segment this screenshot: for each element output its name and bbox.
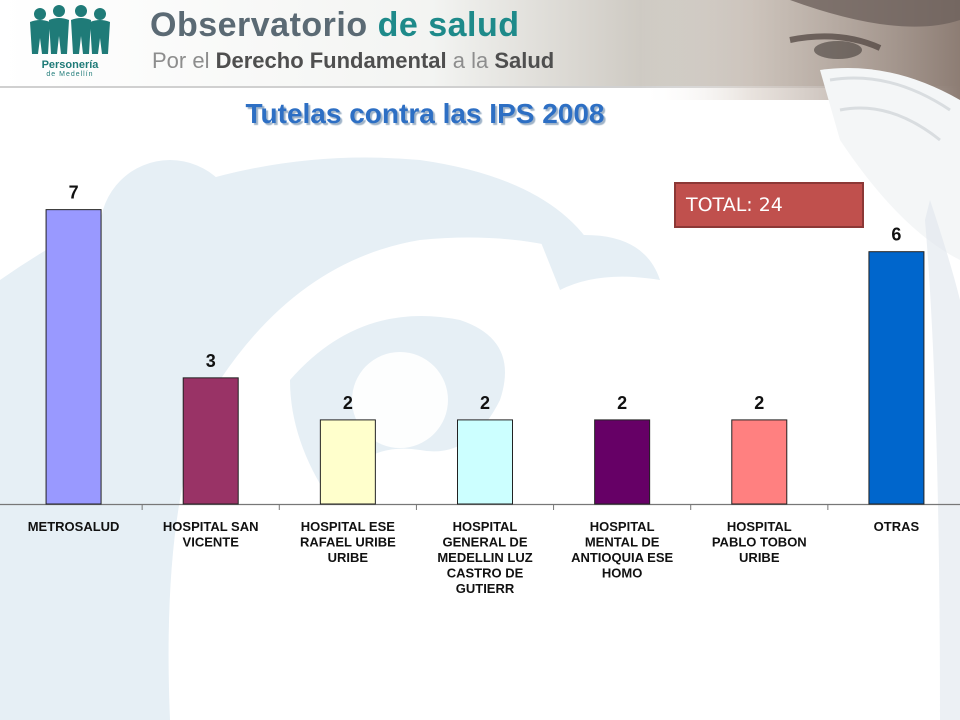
brand-title-accent: de salud <box>377 6 520 44</box>
category-label-1: HOSPITAL SAN VICENTE <box>163 519 259 550</box>
category-label-6: OTRAS <box>874 519 920 534</box>
bar-4 <box>594 419 651 505</box>
value-label-3: 2 <box>480 393 490 413</box>
category-label-3: HOSPITAL GENERAL DE MEDELLIN LUZ CASTRO DE G… <box>437 519 532 596</box>
brand-sub-part3: a la <box>452 48 495 73</box>
logo-text: Personería de Medellín <box>22 59 118 79</box>
value-label-6: 6 <box>891 225 901 245</box>
bar-2 <box>319 419 376 505</box>
bar-3 <box>457 419 513 505</box>
category-label-4: HOSPITAL MENTAL DE ANTIOQUIA ESE HOMO <box>571 519 673 581</box>
brand-sub-part2: Derecho Fundamental <box>215 48 453 73</box>
logo-city: de Medellín <box>46 71 94 78</box>
bar-0 <box>45 209 102 505</box>
bar-6 <box>868 251 925 505</box>
bar-1 <box>182 377 239 505</box>
brand-subtitle: Por el Derecho Fundamental a la Salud <box>152 48 554 74</box>
total-badge: TOTAL: 24 <box>674 182 864 228</box>
value-label-2: 2 <box>343 393 353 413</box>
category-label-2: HOSPITAL ESE RAFAEL URIBE URIBE <box>300 519 396 565</box>
brand-title: Observatorio de salud <box>150 6 520 45</box>
value-label-5: 2 <box>754 393 764 413</box>
chart-title: Tutelas contra las IPS 2008 <box>245 98 605 129</box>
header-divider <box>0 86 960 88</box>
brand-sub-part1: Por el <box>152 48 216 73</box>
header-photo <box>640 0 960 720</box>
brand-sub-part4: Salud <box>494 48 555 73</box>
value-label-0: 7 <box>69 183 79 203</box>
value-label-4: 2 <box>617 393 627 413</box>
personeria-logo <box>30 5 110 54</box>
logo-name: Personería <box>41 59 99 71</box>
value-label-1: 3 <box>206 351 216 371</box>
bar-5 <box>731 419 788 505</box>
category-label-5: HOSPITAL PABLO TOBON URIBE <box>712 519 807 565</box>
brand-title-main: Observatorio <box>150 6 378 44</box>
category-label-0: METROSALUD <box>28 519 120 534</box>
